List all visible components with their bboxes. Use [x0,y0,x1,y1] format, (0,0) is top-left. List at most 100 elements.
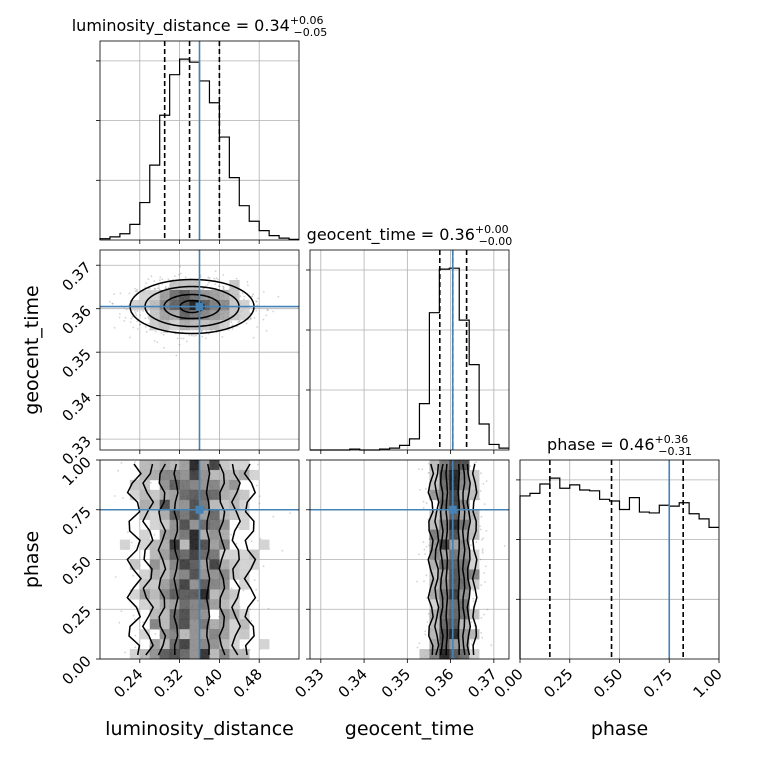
sample-point [164,287,167,290]
sample-point [267,607,270,610]
sample-point [136,320,139,323]
sample-point [217,285,220,288]
sample-point [255,300,258,303]
density-cell [199,310,210,321]
density-cell [189,529,200,540]
sample-point [113,326,116,329]
sample-point [231,328,234,330]
density-cell [139,529,151,540]
sample-point [427,518,429,520]
sample-point [252,336,255,339]
density-cell [129,300,141,311]
sample-point [129,336,131,339]
sample-point [130,317,133,320]
sample-point [242,589,245,592]
sample-point [201,288,204,291]
sample-point [262,290,265,293]
density-cell [209,519,220,530]
density-cell [179,559,190,570]
sample-point [256,484,258,487]
sample-point [132,326,135,329]
density-cell [189,629,200,640]
sample-point [147,288,150,290]
sample-point [185,340,188,343]
sample-point [147,278,150,281]
sample-point [111,302,114,305]
sample-point [156,341,159,344]
density-cell [449,649,460,660]
density-cell [259,639,270,650]
sample-point [239,295,242,297]
truth-marker [448,505,457,514]
sample-point [267,309,269,311]
sample-point [480,515,483,518]
sample-point [253,317,256,319]
sample-point [125,308,128,311]
x-tick-label: 0.36 [421,665,457,701]
density-cell [179,539,190,550]
density-cell [229,599,240,610]
density-cell [189,479,200,491]
sample-point [124,651,126,654]
sample-point [163,346,165,349]
density-cell [449,460,460,471]
sample-point [418,468,420,470]
density-cell [159,320,170,331]
sample-point [118,621,121,624]
sample-point [423,548,426,551]
density-cell [179,579,190,590]
density-cell [219,300,230,311]
sample-point [137,478,140,481]
sample-point [230,533,233,536]
sample-point [184,276,187,279]
sample-point [422,500,425,503]
sample-point [178,273,181,276]
sample-point [222,286,225,289]
density-cell [159,509,170,520]
density-cell [209,499,220,511]
x-tick-label: 0.34 [335,665,371,701]
sample-point [178,343,181,346]
sample-point [475,541,478,544]
sample-point [164,285,167,288]
sample-point [147,316,150,319]
sample-point [472,597,475,600]
sample-point [277,295,280,298]
density-cell [179,280,190,291]
sample-point [136,288,138,291]
density-cell [169,629,180,640]
hist-frame-phase [519,459,720,660]
title-lower-error: −0.00 [479,235,513,248]
sample-point [484,581,487,583]
title-lower-error: −0.05 [294,26,328,39]
y-tick-label: 0.36 [58,302,94,338]
sample-point [480,584,483,586]
x-tick-label: 0.24 [110,665,146,701]
sample-point [176,337,179,340]
sample-point [154,330,157,333]
density-cell [179,509,190,520]
density-cell [179,310,190,321]
x-tick-label: 0.35 [378,665,414,701]
sample-point [250,317,252,319]
sample-point [481,550,484,552]
sample-point [214,270,217,272]
density-cell [149,619,160,630]
title-value: geocent_time = 0.36 [307,225,475,245]
sample-point [134,290,137,293]
title-lower-error: −0.31 [658,445,692,458]
density-cell [129,489,141,501]
sample-point [469,465,472,468]
density-cell [239,489,250,501]
sample-point [142,310,144,312]
sample-point [243,295,246,298]
density-cell [229,460,240,471]
density-cell [189,589,200,600]
density-cell [159,310,170,321]
sample-point [134,634,137,637]
density-cell [209,469,220,481]
y-tick-label: 0.25 [58,602,94,638]
sample-point [206,283,209,286]
sample-point [425,545,428,548]
density-cell [239,649,250,660]
